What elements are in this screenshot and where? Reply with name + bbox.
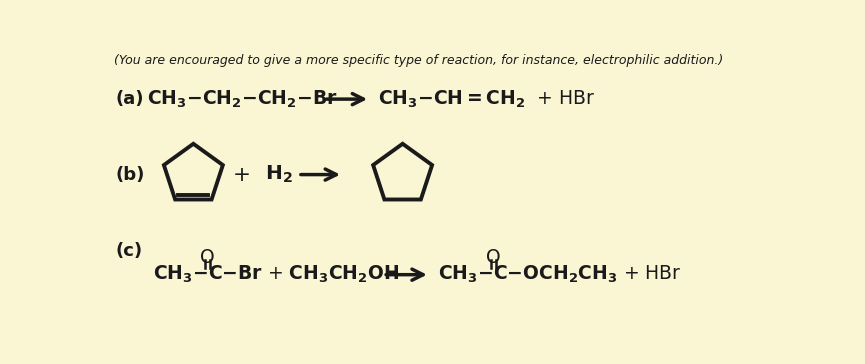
Text: (a): (a) <box>116 90 144 108</box>
Text: $\mathbf{CH_3{-}CH_2{-}CH_2{-}Br}$: $\mathbf{CH_3{-}CH_2{-}CH_2{-}Br}$ <box>147 88 337 110</box>
Text: $\mathbf{CH_3{-}CH{=}CH_2}$  + HBr: $\mathbf{CH_3{-}CH{=}CH_2}$ + HBr <box>378 88 595 110</box>
Text: $\mathbf{CH_3{-}C{-}Br}$ + $\mathbf{CH_3CH_2OH}$: $\mathbf{CH_3{-}C{-}Br}$ + $\mathbf{CH_3… <box>153 264 400 285</box>
Text: O: O <box>200 248 215 267</box>
Text: +: + <box>233 165 251 185</box>
Text: O: O <box>486 248 501 267</box>
Text: (You are encouraged to give a more specific type of reaction, for instance, elec: (You are encouraged to give a more speci… <box>114 54 724 67</box>
Text: $\mathbf{CH_3{-}C{-}OCH_2CH_3}$ + HBr: $\mathbf{CH_3{-}C{-}OCH_2CH_3}$ + HBr <box>438 264 681 285</box>
Text: (c): (c) <box>116 242 143 260</box>
Text: $\mathbf{H_2}$: $\mathbf{H_2}$ <box>265 164 292 185</box>
Text: (b): (b) <box>116 166 145 183</box>
